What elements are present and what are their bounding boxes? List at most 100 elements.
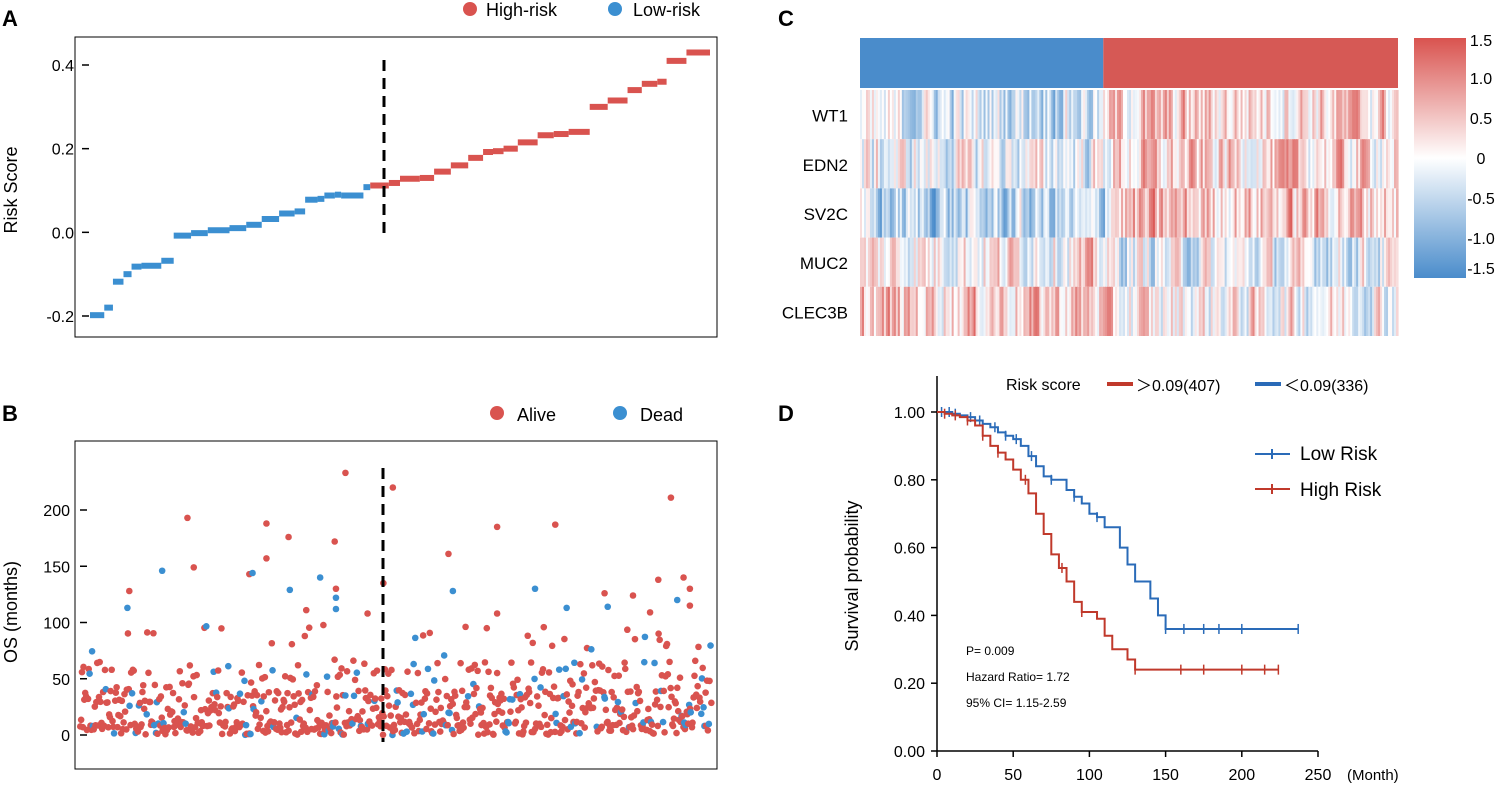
- alive-point: [493, 669, 501, 677]
- heatmap-cell: [1121, 90, 1124, 140]
- heatmap-cell: [899, 188, 903, 238]
- alive-point: [479, 704, 486, 712]
- heatmap-cell: [1226, 237, 1230, 287]
- heatmap-cell: [887, 90, 891, 140]
- heatmap-cell: [1115, 237, 1118, 287]
- heatmap-cell: [1043, 188, 1046, 238]
- heatmap-cell: [991, 90, 995, 140]
- alive-point: [462, 623, 469, 631]
- alive-point: [297, 728, 305, 736]
- heatmap-cell: [963, 139, 967, 189]
- heatmap-cell: [1059, 286, 1062, 336]
- heatmap-cell: [957, 90, 961, 140]
- y-tick-label: -0.2: [46, 309, 74, 326]
- heatmap-cell: [931, 139, 935, 189]
- heatmap-cell: [1324, 139, 1327, 189]
- dead-point: [562, 665, 570, 673]
- heatmap-cell: [941, 286, 945, 336]
- heatmap-cell: [947, 286, 951, 336]
- heatmap-cell: [1336, 237, 1339, 287]
- heatmap-cell: [1178, 139, 1182, 189]
- heatmap-cell: [1021, 139, 1024, 189]
- heatmap-cell: [1290, 286, 1293, 336]
- heatmap-cell: [1344, 139, 1347, 189]
- heatmap-cell: [1063, 286, 1066, 336]
- heatmap-cell: [1358, 188, 1361, 238]
- heatmap-cell: [1348, 286, 1351, 336]
- alive-point: [97, 698, 104, 706]
- heatmap-cell: [1232, 237, 1236, 287]
- alive-point: [561, 635, 568, 643]
- alive-point: [372, 704, 380, 712]
- heatmap-cell: [869, 188, 873, 238]
- dead-point: [430, 730, 437, 737]
- heatmap-cell: [1053, 139, 1056, 189]
- heatmap-cell: [1332, 139, 1335, 189]
- heatmap-cell: [1224, 286, 1228, 336]
- heatmap-cell: [1134, 188, 1138, 238]
- heatmap-cell: [1172, 188, 1176, 238]
- alive-point: [361, 660, 368, 668]
- heatmap-cell: [1332, 286, 1335, 336]
- heatmap-cell: [1274, 286, 1278, 336]
- heatmap-cell: [1200, 237, 1204, 287]
- alive-point: [541, 711, 548, 719]
- heatmap-cell: [1290, 237, 1293, 287]
- heatmap-cell: [951, 286, 955, 336]
- heatmap-cell: [1105, 237, 1108, 287]
- alive-point: [238, 669, 246, 676]
- heatmap-cell: [1282, 237, 1286, 287]
- dead-point: [224, 662, 232, 670]
- heatmap-cell: [1182, 90, 1186, 140]
- heatmap-cell: [997, 139, 1001, 189]
- heatmap-cell: [1264, 139, 1268, 189]
- alive-point: [702, 689, 709, 696]
- heatmap-cell: [1394, 188, 1397, 238]
- heatmap-cell: [1254, 139, 1258, 189]
- heatmap-cell: [1123, 237, 1126, 287]
- heatmap-cell: [1282, 286, 1286, 336]
- heatmap-cell: [1037, 90, 1040, 140]
- heatmap-cell: [1117, 188, 1120, 238]
- heatmap-cell: [1248, 139, 1252, 189]
- heatmap-cell: [963, 90, 967, 140]
- heatmap-cell: [1013, 188, 1017, 238]
- heatmap-cell: [1286, 237, 1290, 287]
- alive-point: [205, 697, 213, 704]
- heatmap-cell: [895, 237, 899, 287]
- dead-point: [323, 673, 331, 680]
- alive-point: [490, 731, 497, 738]
- heatmap-cell: [991, 188, 995, 238]
- heatmap-cell: [1268, 90, 1272, 140]
- heatmap-cell: [925, 237, 929, 287]
- heatmap-cell: [1099, 237, 1102, 287]
- heatmap-cell: [1057, 139, 1060, 189]
- heatmap-cell: [1021, 286, 1024, 336]
- heatmap-cell: [1077, 188, 1080, 238]
- alive-point: [693, 704, 701, 712]
- heatmap-cell: [1324, 237, 1327, 287]
- heatmap-cell: [1027, 237, 1030, 287]
- alive-point: [575, 688, 582, 696]
- heatmap-cell: [889, 237, 893, 287]
- heatmap-cell: [889, 188, 893, 238]
- alive-point: [459, 719, 467, 726]
- heatmap-cell: [1332, 188, 1335, 238]
- heatmap-cell: [1111, 237, 1114, 287]
- heatmap-cell: [1150, 90, 1154, 140]
- dead-point: [673, 596, 681, 604]
- alive-point: [589, 704, 597, 712]
- heatmap-cell: [1039, 139, 1042, 189]
- heatmap-cell: [1348, 237, 1351, 287]
- heatmap-cell: [1182, 286, 1186, 336]
- heatmap-cell: [1182, 139, 1186, 189]
- heatmap-cell: [995, 90, 999, 140]
- heatmap-cell: [1328, 90, 1331, 140]
- alive-point: [109, 717, 116, 725]
- alive-point: [425, 720, 433, 727]
- heatmap-cell: [901, 188, 905, 238]
- heatmap-cell: [1107, 286, 1110, 336]
- heatmap-colorbar: [1414, 38, 1466, 278]
- heatmap-cell: [1093, 286, 1096, 336]
- heatmap-cell: [1222, 90, 1226, 140]
